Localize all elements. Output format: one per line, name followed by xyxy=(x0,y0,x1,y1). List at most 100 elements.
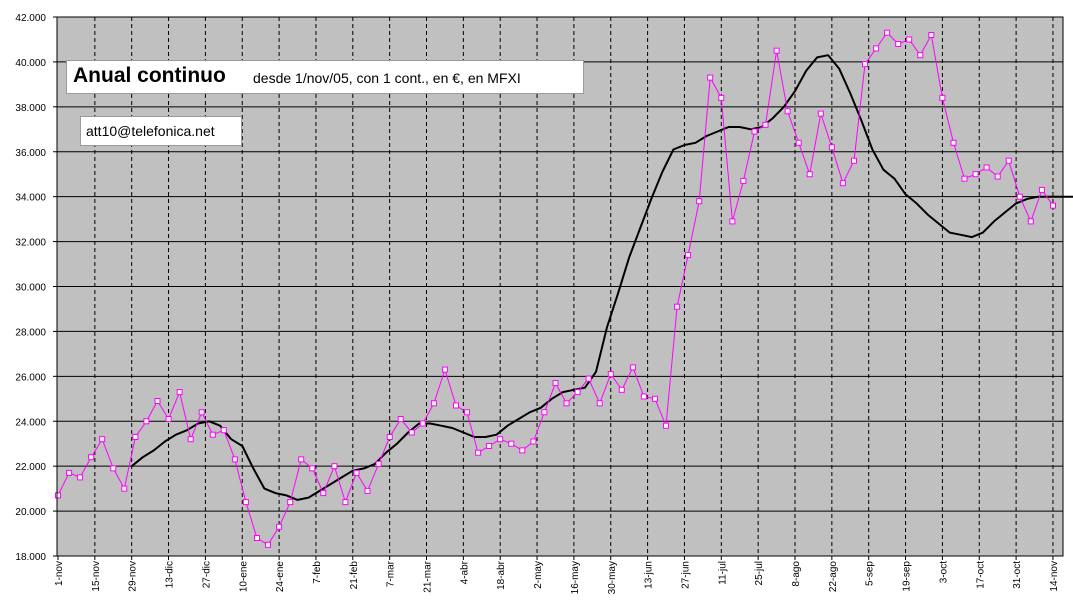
chart-subtitle: desde 1/nov/05, con 1 cont., en €, en MF… xyxy=(253,70,521,86)
price-point xyxy=(231,456,238,463)
x-tick-label: 13-dic xyxy=(165,561,176,588)
plot-border xyxy=(56,16,1064,557)
price-point xyxy=(298,456,305,463)
x-tick-label: 21-feb xyxy=(349,561,360,590)
price-point xyxy=(729,218,736,225)
price-point xyxy=(1016,193,1023,200)
y-tick-label: 42.000 xyxy=(15,13,46,24)
price-point xyxy=(928,32,935,38)
y-tick-label: 38.000 xyxy=(15,103,46,114)
price-point xyxy=(585,375,592,382)
x-tick-label: 3-oct xyxy=(938,561,949,583)
y-tick-label: 28.000 xyxy=(15,327,46,338)
x-tick-label: 22-ago xyxy=(828,561,839,593)
moving-average-series xyxy=(131,54,1073,501)
price-point xyxy=(220,427,227,434)
y-tick-label: 22.000 xyxy=(15,462,46,473)
x-tick-label: 27-dic xyxy=(201,561,212,588)
price-point xyxy=(309,465,316,472)
y-tick-label: 24.000 xyxy=(15,417,46,428)
price-point xyxy=(795,139,802,146)
chart-title-box: Anual continuo desde 1/nov/05, con 1 con… xyxy=(66,60,584,94)
price-point xyxy=(773,47,780,54)
grid-lines xyxy=(57,16,1063,557)
price-point xyxy=(1005,157,1012,164)
x-tick-label: 5-sep xyxy=(865,561,876,586)
price-point xyxy=(242,499,249,506)
price-point xyxy=(408,429,415,436)
x-tick-label: 17-oct xyxy=(975,561,986,589)
x-tick-label: 15-nov xyxy=(91,561,102,592)
x-tick-label: 11-jul xyxy=(717,561,728,585)
email-label-box: att10@telefonica.net xyxy=(80,116,242,146)
price-point xyxy=(1050,202,1056,209)
price-point xyxy=(718,94,725,101)
price-point xyxy=(640,393,647,400)
y-axis-tick-labels: 18.000 20.000 22.000 24.000 26.000 28.000 30.0… xyxy=(15,13,57,563)
price-point xyxy=(165,416,172,422)
email-label: att10@telefonica.net xyxy=(86,123,215,139)
price-point xyxy=(55,492,61,499)
price-point xyxy=(254,535,260,541)
price-point xyxy=(99,436,106,443)
price-point xyxy=(541,409,548,416)
price-point xyxy=(397,416,404,422)
x-tick-label: 7-mar xyxy=(386,560,397,587)
price-point xyxy=(663,422,669,429)
price-point xyxy=(596,400,603,407)
x-tick-label: 13-jun xyxy=(644,561,655,589)
price-point xyxy=(906,36,913,43)
price-point xyxy=(486,443,493,449)
price-point xyxy=(762,121,769,128)
price-point xyxy=(652,395,658,402)
x-tick-label: 2-may xyxy=(533,561,544,589)
price-point xyxy=(851,157,857,164)
price-point xyxy=(983,164,990,171)
price-point xyxy=(884,29,891,36)
price-point xyxy=(563,400,570,407)
price-point xyxy=(198,409,205,416)
y-tick-label: 36.000 xyxy=(15,148,46,159)
price-point xyxy=(994,173,1001,180)
price-point xyxy=(696,198,703,205)
y-tick-label: 32.000 xyxy=(15,238,46,249)
price-point xyxy=(342,499,349,506)
price-point xyxy=(265,541,271,548)
price-point xyxy=(121,485,128,492)
y-tick-label: 30.000 xyxy=(15,283,46,294)
y-tick-label: 26.000 xyxy=(15,372,46,383)
y-tick-label: 18.000 xyxy=(15,552,46,563)
price-point xyxy=(1027,218,1034,225)
price-point xyxy=(464,409,470,416)
price-point xyxy=(276,523,283,530)
price-point xyxy=(917,52,924,59)
price-point xyxy=(132,434,139,440)
price-series xyxy=(55,29,1056,548)
price-point xyxy=(530,438,537,445)
x-tick-label: 30-may xyxy=(607,561,618,594)
price-point xyxy=(331,463,338,470)
price-point xyxy=(475,449,482,456)
price-point xyxy=(552,380,559,387)
x-tick-label: 4-abr xyxy=(459,560,470,584)
price-point xyxy=(375,460,382,467)
price-point xyxy=(353,469,360,476)
price-point xyxy=(806,171,813,178)
x-tick-label: 21-mar xyxy=(423,560,434,592)
price-point xyxy=(972,171,979,178)
price-point xyxy=(707,74,714,81)
price-point xyxy=(862,61,868,68)
price-point xyxy=(453,402,459,409)
price-point xyxy=(740,177,747,184)
x-tick-label: 24-ene xyxy=(275,561,286,593)
chart-title: Anual continuo xyxy=(73,64,226,87)
price-point xyxy=(88,454,95,461)
price-point xyxy=(629,364,636,371)
price-point xyxy=(386,434,393,440)
y-tick-label: 20.000 xyxy=(15,507,46,518)
price-point xyxy=(209,431,216,438)
price-point xyxy=(873,45,880,52)
price-point xyxy=(143,418,150,425)
price-point xyxy=(950,139,957,146)
